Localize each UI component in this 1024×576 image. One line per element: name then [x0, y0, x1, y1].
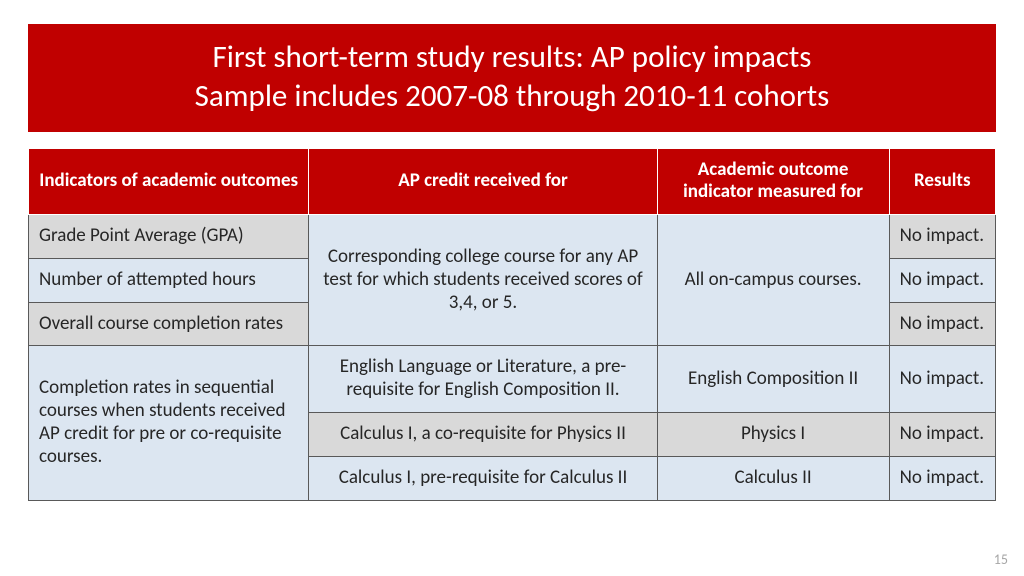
cell-indicator-completion: Overall course completion rates: [29, 302, 309, 346]
cell-outcome-calc2: Calculus II: [657, 456, 889, 500]
col-header-results: Results: [889, 148, 995, 215]
cell-result-2: No impact.: [889, 258, 995, 302]
cell-result-3: No impact.: [889, 302, 995, 346]
cell-indicator-gpa: Grade Point Average (GPA): [29, 215, 309, 259]
table-header-row: Indicators of academic outcomes AP credi…: [29, 148, 996, 215]
cell-indicator-hours: Number of attempted hours: [29, 258, 309, 302]
cell-result-6: No impact.: [889, 456, 995, 500]
cell-outcome-allcampus: All on-campus courses.: [657, 215, 889, 346]
cell-outcome-engcomp2: English Composition II: [657, 346, 889, 413]
title-line-1: First short-term study results: AP polic…: [48, 38, 976, 77]
cell-indicator-sequential: Completion rates in sequential courses w…: [29, 346, 309, 500]
cell-result-5: No impact.: [889, 413, 995, 457]
cell-result-4: No impact.: [889, 346, 995, 413]
cell-apcredit-calc-physics: Calculus I, a co-requisite for Physics I…: [309, 413, 657, 457]
col-header-outcome: Academic outcome indicator measured for: [657, 148, 889, 215]
col-header-indicators: Indicators of academic outcomes: [29, 148, 309, 215]
title-line-2: Sample includes 2007-08 through 2010-11 …: [48, 77, 976, 116]
cell-apcredit-any: Corresponding college course for any AP …: [309, 215, 657, 346]
cell-result-1: No impact.: [889, 215, 995, 259]
results-table: Indicators of academic outcomes AP credi…: [28, 148, 996, 501]
table-row: Grade Point Average (GPA) Corresponding …: [29, 215, 996, 259]
col-header-ap-credit: AP credit received for: [309, 148, 657, 215]
cell-apcredit-english: English Language or Literature, a pre-re…: [309, 346, 657, 413]
slide-number: 15: [994, 551, 1008, 568]
cell-apcredit-calc1-calc2: Calculus I, pre-requisite for Calculus I…: [309, 456, 657, 500]
title-banner: First short-term study results: AP polic…: [28, 24, 996, 132]
cell-outcome-physics1: Physics I: [657, 413, 889, 457]
table-row: Completion rates in sequential courses w…: [29, 346, 996, 413]
